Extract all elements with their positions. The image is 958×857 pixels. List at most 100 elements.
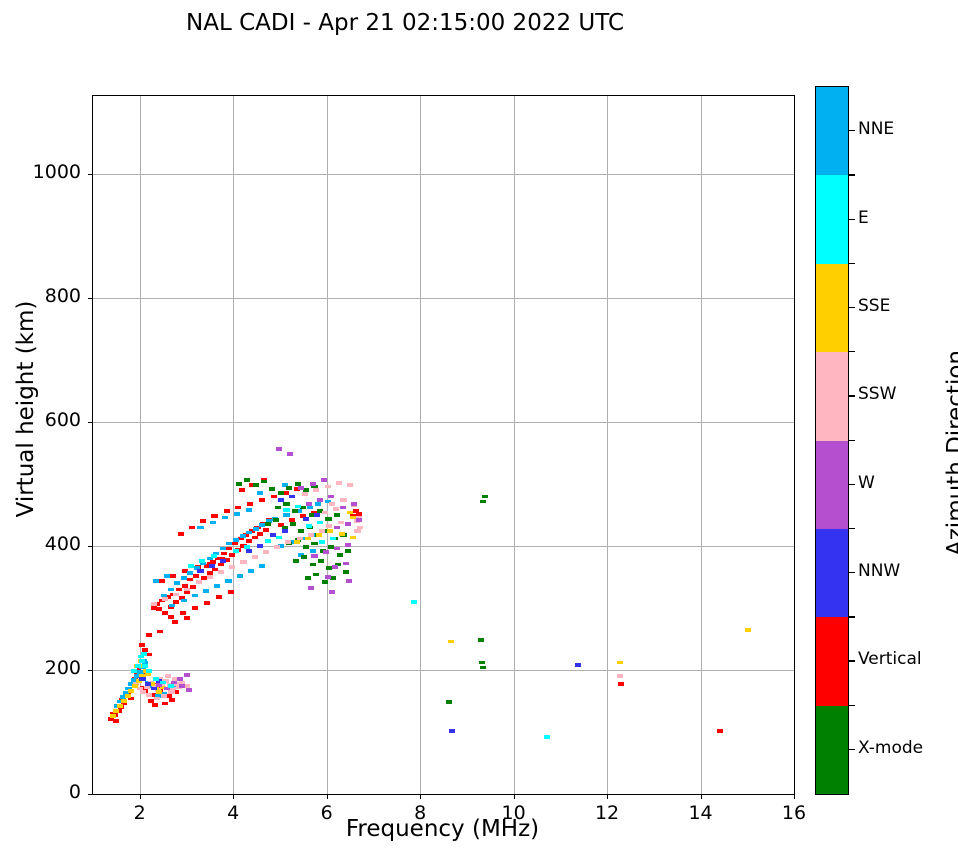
colorbar-segment-nne[interactable] (816, 87, 848, 176)
data-mark (262, 528, 269, 532)
data-mark (109, 714, 116, 718)
data-mark (277, 544, 284, 548)
colorbar-tick (849, 483, 855, 485)
y-gridline (93, 174, 794, 176)
data-mark (356, 511, 363, 516)
data-mark (206, 575, 213, 579)
data-mark (160, 685, 167, 690)
y-tick-label: 1000 (32, 161, 81, 184)
y-tick (88, 298, 93, 300)
data-mark (132, 684, 139, 688)
data-mark (173, 690, 180, 695)
data-mark (345, 542, 352, 547)
colorbar-segment-w[interactable] (816, 440, 848, 530)
data-mark (275, 535, 283, 540)
data-mark (311, 484, 318, 489)
data-mark (337, 520, 344, 525)
data-mark (345, 521, 352, 526)
data-mark (200, 561, 207, 566)
y-gridline (93, 670, 794, 672)
data-mark (318, 540, 326, 545)
data-mark (298, 552, 305, 557)
colorbar[interactable] (815, 86, 849, 795)
colorbar-boundary-tick (849, 262, 855, 265)
data-mark (315, 502, 322, 506)
data-mark (139, 643, 146, 648)
data-mark (307, 586, 314, 591)
data-mark (140, 690, 147, 695)
plot-area[interactable] (93, 96, 794, 794)
data-mark (334, 562, 341, 567)
x-tick-label: 14 (688, 802, 713, 824)
data-mark (218, 556, 225, 561)
data-mark (153, 696, 160, 701)
colorbar-tick (849, 218, 855, 220)
data-mark (189, 525, 196, 530)
data-mark (262, 550, 269, 555)
data-mark (286, 485, 293, 490)
colorbar-segment-vertical[interactable] (816, 617, 848, 707)
colorbar-tick (849, 306, 855, 309)
data-mark (240, 560, 247, 565)
data-mark (142, 648, 149, 653)
colorbar-segment-x-mode[interactable] (816, 705, 848, 794)
colorbar-segment-e[interactable] (816, 175, 848, 265)
data-mark (302, 492, 309, 496)
colorbar-segment-nnw[interactable] (816, 528, 848, 618)
data-mark (221, 515, 228, 520)
data-mark (145, 671, 152, 676)
data-mark (304, 576, 311, 581)
data-mark (157, 676, 164, 681)
data-mark (225, 578, 232, 583)
data-mark (352, 509, 359, 514)
colorbar-segment-ssw[interactable] (816, 352, 848, 441)
data-mark (293, 540, 300, 545)
data-mark (349, 515, 356, 520)
data-mark (119, 695, 126, 700)
data-mark (281, 529, 288, 534)
data-mark (309, 562, 316, 567)
y-gridline (93, 546, 794, 548)
data-mark (325, 516, 332, 521)
plot-axes[interactable]: 2 4 6 8 10 12 14 16 0 200 400 600 800 1000 (33, 95, 806, 824)
data-mark (244, 478, 251, 483)
data-mark (311, 554, 318, 558)
data-mark (617, 674, 624, 679)
data-mark (281, 483, 288, 488)
data-mark (239, 534, 246, 538)
data-mark (184, 616, 191, 620)
data-mark (333, 513, 340, 517)
data-mark (326, 524, 333, 529)
data-mark (410, 599, 417, 604)
data-mark (271, 494, 278, 499)
data-mark (257, 544, 264, 548)
data-mark (152, 676, 159, 681)
data-mark (261, 479, 268, 484)
data-mark (208, 564, 215, 568)
data-mark (151, 684, 158, 688)
colorbar-boundary-tick (849, 527, 855, 530)
data-mark (149, 692, 156, 697)
data-mark (291, 509, 298, 514)
data-mark (150, 602, 157, 607)
data-mark (333, 546, 340, 551)
data-mark (717, 728, 724, 733)
data-mark (163, 686, 170, 691)
y-tick (88, 546, 93, 548)
data-mark (229, 552, 236, 557)
data-mark (329, 590, 336, 594)
data-mark (145, 681, 152, 686)
colorbar-segment-sse[interactable] (816, 263, 848, 353)
data-mark (120, 699, 127, 703)
data-mark (248, 483, 255, 488)
data-mark (178, 596, 185, 600)
colorbar-label-w: W (858, 472, 875, 493)
data-mark (311, 541, 318, 546)
data-mark (303, 488, 310, 493)
x-tick-label: 10 (501, 802, 526, 824)
y-tick (88, 422, 93, 424)
data-mark (335, 480, 342, 485)
data-mark (304, 536, 311, 541)
data-mark (446, 700, 453, 705)
y-gridline (93, 298, 794, 300)
